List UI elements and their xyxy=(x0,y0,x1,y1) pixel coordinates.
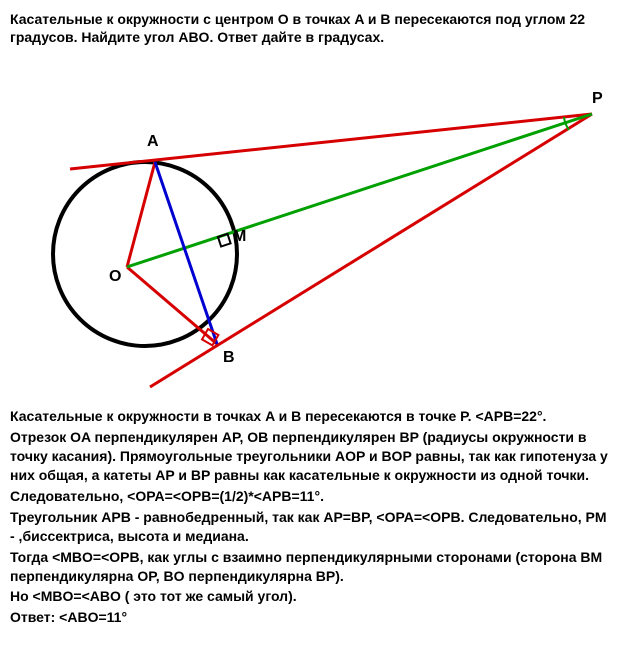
solution-p4: Треугольник APB - равнобедренный, так ка… xyxy=(10,508,609,546)
geometry-diagram: A B O M P xyxy=(10,54,609,399)
solution-p5: Тогда <MBO=<OPB, как углы с взаимно перп… xyxy=(10,548,609,586)
solution-text: Касательные к окружности в точках A и B … xyxy=(10,407,609,627)
solution-p2: Отрезок OA перпендикулярен AP, OB перпен… xyxy=(10,428,609,485)
solution-p3: Следовательно, <OPA=<OPB=(1/2)*<APB=11°. xyxy=(10,487,609,506)
problem-line2: градусов. Найдите угол ABO. Ответ дайте … xyxy=(10,29,384,45)
diagram-svg: A B O M P xyxy=(10,54,609,399)
svg-text:A: A xyxy=(147,133,159,150)
svg-text:O: O xyxy=(109,268,121,285)
solution-p6: Но <MBO=<ABO ( это тот же самый угол). xyxy=(10,587,609,606)
problem-statement: Касательные к окружности с центром O в т… xyxy=(10,10,609,46)
svg-text:P: P xyxy=(592,90,603,107)
solution-p7: Ответ: <ABO=11° xyxy=(10,608,609,627)
svg-text:B: B xyxy=(223,349,235,366)
problem-line1: Касательные к окружности с центром O в т… xyxy=(10,11,585,27)
solution-p1: Касательные к окружности в точках A и B … xyxy=(10,407,609,426)
svg-text:M: M xyxy=(233,228,246,245)
